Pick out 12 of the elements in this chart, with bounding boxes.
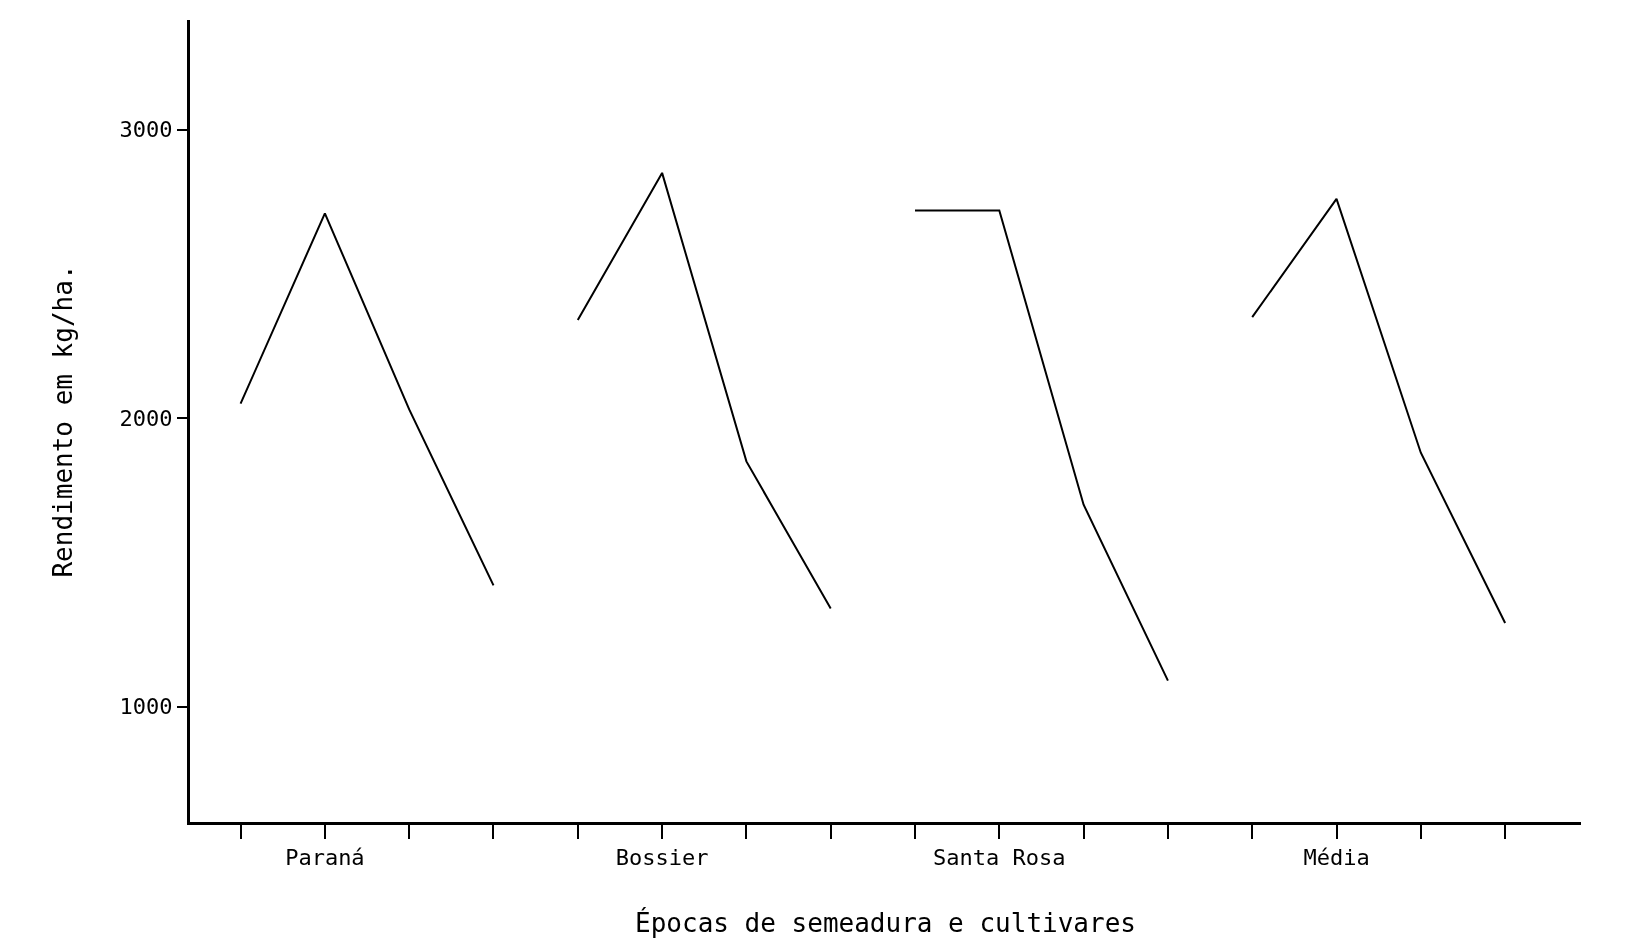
y-tick-label: 2000 [119,405,173,431]
y-tick-label: 1000 [119,694,173,720]
x-axis-title: Épocas de semeadura e cultivares [635,907,1136,939]
line-series [576,171,832,610]
x-tick-label: Média [1303,845,1370,871]
x-tick-label: Bossier [615,845,709,871]
x-tick-label: Santa Rosa [933,845,1066,871]
y-tick-label: 3000 [119,117,173,143]
x-tick-label: Paraná [285,845,365,871]
line-series [1251,197,1507,624]
y-axis-title: Rendimento em kg/ha. [48,264,79,578]
line-series [239,212,495,587]
